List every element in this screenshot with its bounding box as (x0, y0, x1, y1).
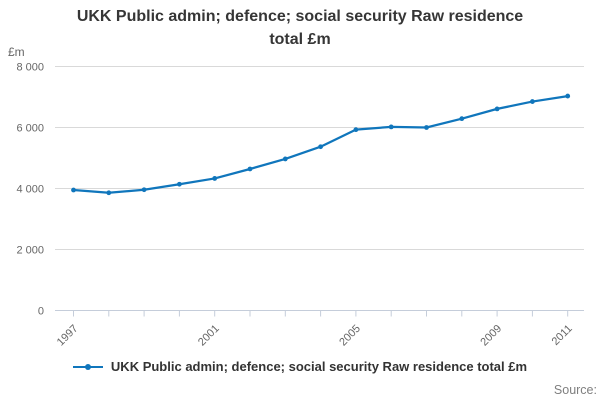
legend-line-marker (72, 363, 103, 370)
x-tick-label: 1997 (55, 323, 81, 349)
data-point-marker (177, 181, 182, 187)
source-label: Source: (553, 383, 597, 397)
y-tick-label: 0 (38, 306, 44, 318)
data-point-marker (530, 99, 535, 104)
x-tick-label: 2011 (550, 323, 575, 348)
data-point-marker (71, 187, 76, 193)
x-tick-label: 2009 (478, 323, 504, 349)
data-point-marker (494, 106, 500, 112)
data-point-marker (388, 124, 394, 130)
y-axis-unit-label: £m (8, 45, 25, 59)
data-point-marker (424, 125, 429, 130)
y-tick-label: 8 000 (16, 62, 44, 74)
data-point-marker (459, 116, 465, 122)
data-point-marker (212, 176, 218, 181)
data-point-marker (282, 156, 288, 162)
legend: UKK Public admin; defence; social securi… (0, 359, 600, 374)
chart-title: UKK Public admin; defence; social securi… (0, 5, 600, 51)
data-point-marker (318, 144, 323, 150)
data-point-marker (106, 190, 112, 196)
y-tick-label: 2 000 (16, 245, 44, 257)
x-tick-label: 2005 (337, 323, 363, 349)
data-point-marker (565, 93, 571, 99)
y-tick-label: 6 000 (16, 123, 44, 135)
data-point-marker (141, 187, 147, 193)
legend-label: UKK Public admin; defence; social securi… (110, 359, 528, 374)
data-point-marker (353, 127, 359, 133)
legend-item[interactable]: UKK Public admin; defence; social securi… (72, 359, 528, 374)
x-tick-label: 2001 (196, 323, 222, 349)
chart-title-line2: total £m (269, 31, 331, 48)
y-tick-label: 4 000 (16, 184, 44, 196)
chart-title-line1: UKK Public admin; defence; social securi… (76, 8, 524, 25)
data-point-marker (247, 166, 253, 172)
